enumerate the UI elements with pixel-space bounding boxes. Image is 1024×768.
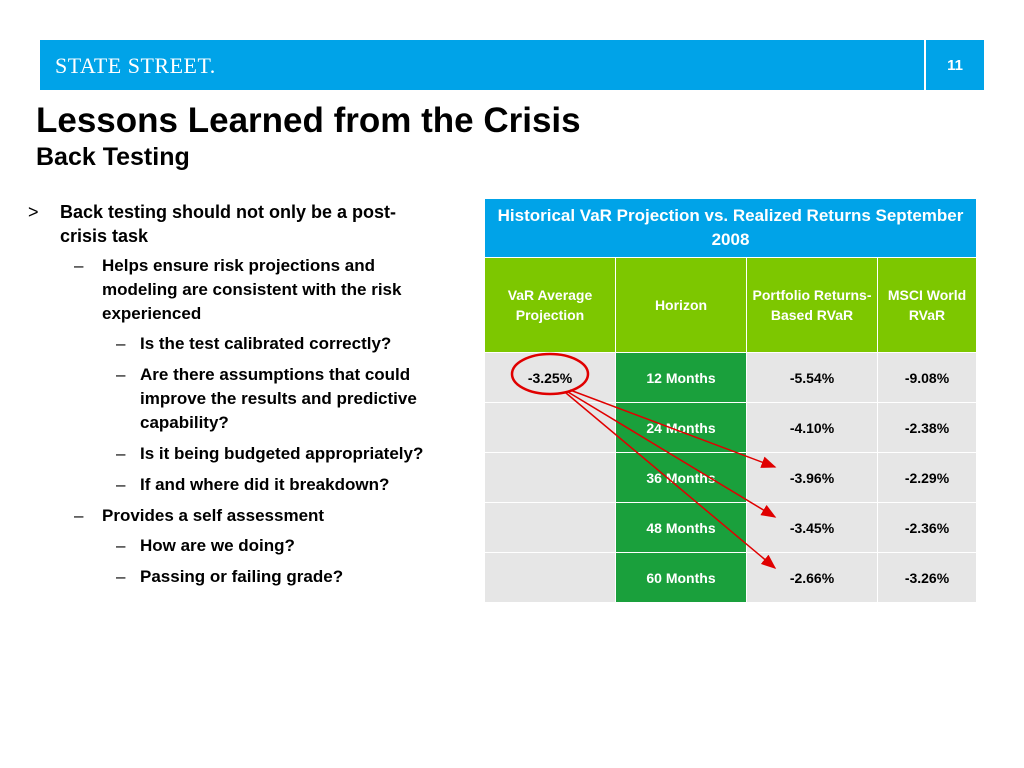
horizon-cell: 48 Months <box>615 502 747 553</box>
bullet-text: Are there assumptions that could improve… <box>140 365 417 432</box>
table-cell <box>484 402 616 453</box>
table-cell: -2.66% <box>746 552 878 603</box>
bullet-text: Provides a self assessment <box>102 506 325 525</box>
bullet-sub: – Helps ensure risk projections and mode… <box>28 254 428 326</box>
table-cell: -2.38% <box>877 402 977 453</box>
bullet-text: Helps ensure risk projections and modeli… <box>102 256 402 323</box>
col-header: Portfolio Returns-Based RVaR <box>746 257 878 353</box>
slide-subtitle: Back Testing <box>36 143 190 171</box>
table-row: -3.25% 12 Months -5.54% -9.08% <box>484 352 977 403</box>
header-banner: STATE STREET. 11 <box>40 40 984 90</box>
bullet-subsub: – Are there assumptions that could impro… <box>28 363 428 435</box>
dash-marker: – <box>116 536 126 555</box>
bullet-text: How are we doing? <box>140 536 295 555</box>
table-cell <box>484 452 616 503</box>
dash-marker: – <box>116 365 126 384</box>
bullet-sub: – Provides a self assessment <box>28 504 428 528</box>
bullet-subsub: – How are we doing? <box>28 534 428 558</box>
table-row: 36 Months -3.96% -2.29% <box>484 452 977 503</box>
state-street-logo: STATE STREET. <box>55 53 216 78</box>
horizon-cell: 36 Months <box>615 452 747 503</box>
bullet-text: Passing or failing grade? <box>140 567 344 586</box>
col-header: MSCI World RVaR <box>877 257 977 353</box>
horizon-cell: 60 Months <box>615 552 747 603</box>
dash-marker: – <box>74 506 84 525</box>
bullet-text: Back testing should not only be a post-c… <box>60 202 397 246</box>
bullet-subsub: – Is the test calibrated correctly? <box>28 332 428 356</box>
horizon-cell: 12 Months <box>615 352 747 403</box>
bullet-main: > Back testing should not only be a post… <box>28 200 428 248</box>
var-table: Historical VaR Projection vs. Realized R… <box>484 198 977 603</box>
bullet-subsub: – If and where did it breakdown? <box>28 473 428 497</box>
table-cell: -3.26% <box>877 552 977 603</box>
banner-divider <box>924 40 926 90</box>
table-cell: -3.96% <box>746 452 878 503</box>
table-cell <box>484 552 616 603</box>
dash-marker: – <box>74 256 84 275</box>
dash-marker: – <box>116 567 126 586</box>
bullet-text: Is it being budgeted appropriately? <box>140 444 424 463</box>
table-title: Historical VaR Projection vs. Realized R… <box>484 198 977 258</box>
bullet-subsub: – Passing or failing grade? <box>28 565 428 589</box>
table-row: 24 Months -4.10% -2.38% <box>484 402 977 453</box>
bullet-text: If and where did it breakdown? <box>140 475 390 494</box>
table-cell: -2.36% <box>877 502 977 553</box>
dash-marker: – <box>116 334 126 353</box>
bullet-subsub: – Is it being budgeted appropriately? <box>28 442 428 466</box>
page-number: 11 <box>947 56 963 74</box>
bullet-text: Is the test calibrated correctly? <box>140 334 392 353</box>
table-cell: -2.29% <box>877 452 977 503</box>
table-cell: -4.10% <box>746 402 878 453</box>
dash-marker: – <box>116 475 126 494</box>
col-header: Horizon <box>615 257 747 353</box>
table-cell: -5.54% <box>746 352 878 403</box>
col-header: VaR Average Projection <box>484 257 616 353</box>
table-row: 48 Months -3.45% -2.36% <box>484 502 977 553</box>
horizon-cell: 24 Months <box>615 402 747 453</box>
table-cell <box>484 502 616 553</box>
table-cell: -3.45% <box>746 502 878 553</box>
table-cell: -9.08% <box>877 352 977 403</box>
dash-marker: – <box>116 444 126 463</box>
bullet-marker: > <box>28 202 39 222</box>
bullet-list: > Back testing should not only be a post… <box>28 200 428 596</box>
table-cell: -3.25% <box>484 352 616 403</box>
slide-title: Lessons Learned from the Crisis <box>36 101 581 140</box>
table-row: 60 Months -2.66% -3.26% <box>484 552 977 603</box>
